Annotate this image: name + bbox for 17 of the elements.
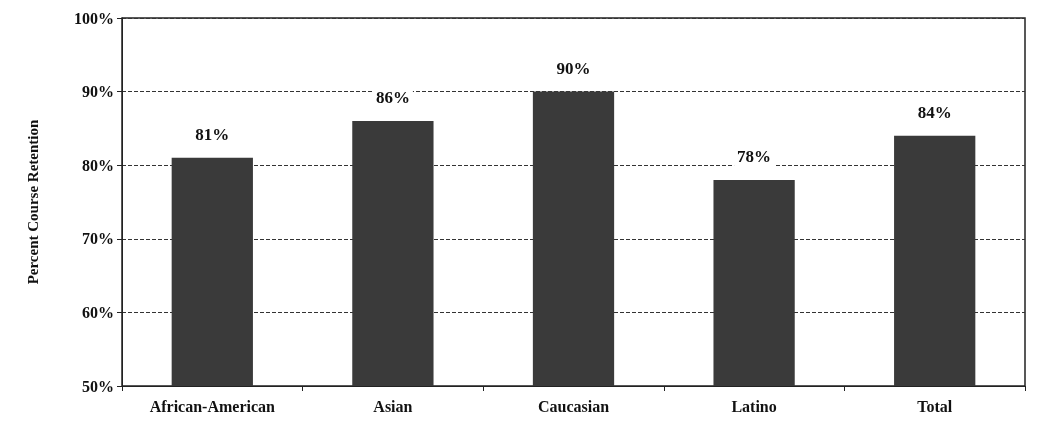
data-label: 78% — [737, 146, 772, 166]
data-label: 86% — [375, 88, 410, 108]
x-tick-label: Caucasian — [537, 397, 610, 415]
y-axis-title: Percent Course Retention — [24, 119, 41, 285]
y-tick-label: 100% — [74, 9, 114, 27]
y-tick-label: 90% — [82, 83, 114, 101]
y-tick-label: 80% — [82, 156, 114, 174]
data-label: 90% — [556, 58, 591, 78]
x-tick-label: Asian — [373, 397, 413, 415]
y-tick-label: 60% — [82, 303, 114, 321]
x-tick-label: Total — [917, 397, 953, 415]
data-label: 84% — [917, 102, 952, 122]
x-tick-label: Latino — [731, 397, 777, 415]
y-tick-label: 50% — [82, 377, 114, 395]
data-label: 81% — [195, 124, 230, 144]
y-tick-label: 70% — [82, 230, 114, 248]
x-tick-label: African-American — [149, 397, 276, 415]
